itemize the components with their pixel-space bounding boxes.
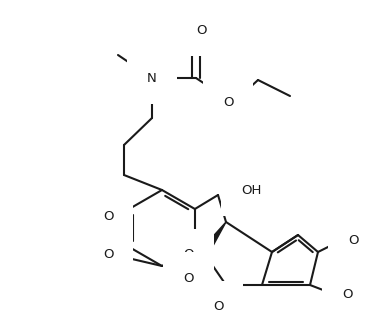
Text: O: O: [103, 248, 113, 262]
Text: O: O: [184, 248, 194, 262]
Text: N: N: [147, 71, 157, 85]
Text: O: O: [196, 23, 206, 36]
Polygon shape: [200, 222, 226, 256]
Text: O: O: [103, 209, 113, 222]
Text: O: O: [342, 289, 352, 302]
Text: O: O: [348, 233, 358, 246]
Text: O: O: [183, 272, 193, 285]
Text: OH: OH: [241, 183, 261, 196]
Text: O: O: [213, 301, 223, 314]
Text: O: O: [223, 96, 233, 109]
